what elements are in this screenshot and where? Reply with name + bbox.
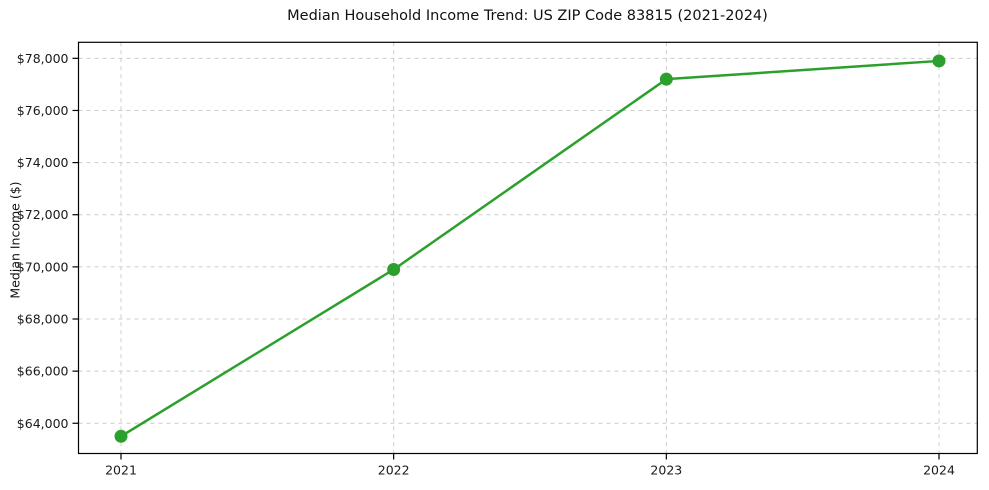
plot-frame	[77, 41, 978, 455]
y-tick-label: $74,000	[17, 155, 69, 170]
y-tick-label: $64,000	[17, 416, 69, 431]
chart-title: Median Household Income Trend: US ZIP Co…	[287, 8, 768, 24]
data-point-2022	[387, 262, 401, 276]
x-tick-label: 2023	[650, 463, 682, 478]
x-tick-label: 2022	[378, 463, 410, 478]
y-tick-label: $76,000	[17, 103, 69, 118]
y-tick-label: $78,000	[17, 51, 69, 66]
x-tick-label: 2021	[105, 463, 137, 478]
x-tick-label: 2024	[923, 463, 955, 478]
data-point-2021	[114, 429, 128, 443]
y-tick-label: $72,000	[17, 207, 69, 222]
y-tick-label: $68,000	[17, 311, 69, 326]
data-point-2023	[659, 72, 673, 86]
y-tick-label: $66,000	[17, 364, 69, 379]
trend-line	[119, 59, 941, 438]
data-point-2024	[932, 54, 946, 68]
y-tick-label: $70,000	[17, 259, 69, 274]
